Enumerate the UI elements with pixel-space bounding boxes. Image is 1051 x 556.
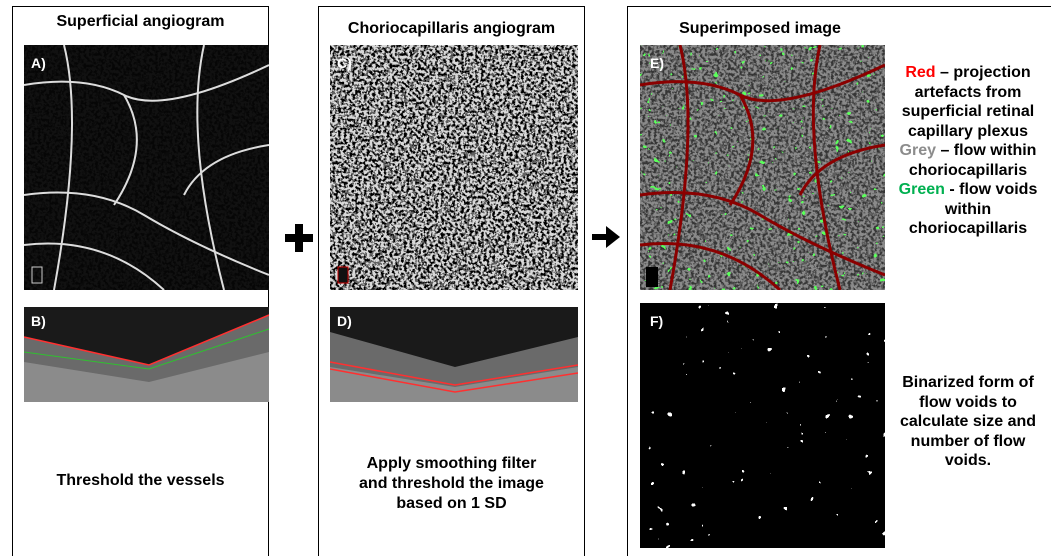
legend-key: Grey <box>900 142 936 159</box>
image-label: D) <box>337 313 352 329</box>
caption-line: based on 1 SD <box>318 494 585 514</box>
binarized-image <box>640 303 885 548</box>
color-legend: Red – projection artefacts from superfic… <box>893 63 1043 239</box>
caption-line: Apply smoothing filter <box>318 454 585 474</box>
angiogram-image <box>330 45 578 290</box>
oct-bscan <box>330 307 578 402</box>
panel-title: Superficial angiogram <box>12 13 269 31</box>
arrow-icon <box>592 226 620 248</box>
legend-key: Red <box>905 64 935 81</box>
image-label: F) <box>650 313 663 329</box>
caption: Threshold the vessels <box>12 471 269 491</box>
image-label: E) <box>650 55 664 71</box>
caption: Apply smoothing filter and threshold the… <box>318 454 585 514</box>
image-label: B) <box>31 313 46 329</box>
plus-icon <box>285 224 313 252</box>
angiogram-image <box>24 45 269 290</box>
image-label: A) <box>31 55 46 71</box>
legend-key: Green <box>899 181 945 198</box>
image-label: C) <box>337 55 352 71</box>
caption-line: and threshold the image <box>318 474 585 494</box>
figure: Superficial angiogram A) B) Threshold th… <box>0 0 1051 556</box>
caption: Binarized form of flow voids to calculat… <box>893 373 1043 471</box>
oct-bscan <box>24 307 269 402</box>
panel-title: Choriocapillaris angiogram <box>318 20 585 38</box>
superimposed-image <box>640 45 885 290</box>
panel-title: Superimposed image <box>660 20 860 38</box>
